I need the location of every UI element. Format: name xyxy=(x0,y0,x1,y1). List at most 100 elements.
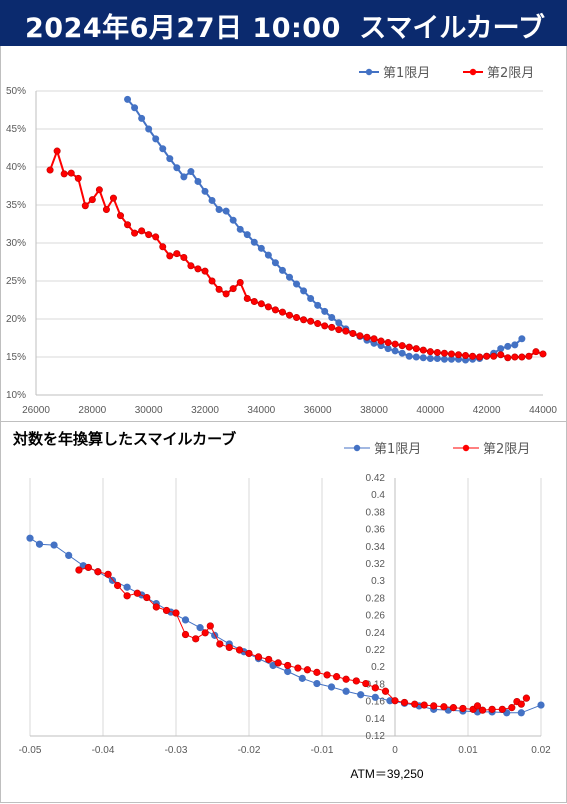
data-point xyxy=(143,593,151,602)
data-point xyxy=(440,703,448,711)
data-point xyxy=(117,212,125,220)
data-point xyxy=(342,675,350,683)
data-point xyxy=(363,333,371,341)
data-point xyxy=(162,606,171,615)
data-point xyxy=(314,320,322,328)
data-point xyxy=(433,348,441,356)
data-point xyxy=(285,311,293,319)
x-tick-label: 44000 xyxy=(529,405,557,416)
y-tick-label: 0.16 xyxy=(366,697,386,708)
data-point xyxy=(412,353,420,361)
y-tick-label: 40% xyxy=(6,162,26,173)
x-tick-label: -0.04 xyxy=(92,745,115,756)
y-tick-label: 45% xyxy=(6,124,26,135)
data-point xyxy=(377,337,385,345)
data-point xyxy=(400,698,409,707)
data-point xyxy=(225,643,233,652)
data-point xyxy=(518,353,526,361)
data-point xyxy=(194,265,202,273)
data-point xyxy=(285,273,293,281)
data-point xyxy=(328,313,336,321)
x-tick-label: 42000 xyxy=(473,405,501,416)
y-tick-label: 0.36 xyxy=(366,525,386,536)
y-tick-label: 0.24 xyxy=(366,628,386,639)
y-tick-label: 0.14 xyxy=(366,714,386,725)
x-tick-label: 34000 xyxy=(247,405,275,416)
data-point xyxy=(173,250,181,258)
data-point xyxy=(102,206,110,214)
data-point xyxy=(113,581,122,590)
data-point xyxy=(321,322,329,330)
data-point xyxy=(293,313,301,321)
data-point xyxy=(94,568,102,576)
data-point xyxy=(459,704,467,713)
data-point xyxy=(215,206,223,214)
data-point xyxy=(430,702,438,710)
data-point xyxy=(243,231,251,239)
data-point xyxy=(313,668,321,676)
data-point xyxy=(53,147,61,155)
data-point xyxy=(152,135,160,143)
y-tick-label: 35% xyxy=(6,200,26,211)
data-point xyxy=(333,673,341,681)
data-point xyxy=(131,229,139,237)
legend-label: 第2限月 xyxy=(487,66,534,81)
data-point xyxy=(26,534,34,542)
data-point xyxy=(133,589,141,597)
data-point xyxy=(447,350,455,358)
data-point xyxy=(420,701,428,709)
data-point xyxy=(124,221,132,229)
data-point xyxy=(208,277,216,285)
data-point xyxy=(245,649,253,658)
data-point xyxy=(342,687,350,695)
data-point xyxy=(384,345,392,353)
data-point xyxy=(264,303,272,311)
data-point xyxy=(180,253,188,261)
data-point xyxy=(349,329,357,337)
data-point xyxy=(328,323,336,331)
data-point xyxy=(476,353,484,361)
data-point xyxy=(166,155,174,163)
data-point xyxy=(84,563,92,572)
data-point xyxy=(229,285,237,293)
data-point xyxy=(419,354,427,362)
data-point xyxy=(391,340,399,348)
data-point xyxy=(384,339,392,347)
series-line xyxy=(78,566,527,711)
data-point xyxy=(145,231,153,239)
data-point xyxy=(180,173,188,181)
data-point xyxy=(172,609,180,617)
data-point xyxy=(264,251,272,259)
legend-label: 第1限月 xyxy=(383,66,430,81)
legend-marker xyxy=(353,444,361,452)
data-point xyxy=(298,674,306,682)
data-point xyxy=(236,279,244,287)
data-point xyxy=(352,677,360,685)
data-point xyxy=(208,196,216,204)
data-point xyxy=(278,308,286,316)
data-point xyxy=(265,655,273,664)
data-point xyxy=(469,352,477,360)
data-point xyxy=(490,352,498,360)
smile-curve-chart: 10% 15% 20% 25% 30% 35% 40% 45% 50% 26000 28000 300… xyxy=(6,66,557,416)
y-tick-label: 0.3 xyxy=(371,576,385,587)
data-point xyxy=(356,332,364,340)
data-point xyxy=(201,629,209,637)
data-point xyxy=(426,348,434,356)
data-point xyxy=(300,287,308,295)
data-point xyxy=(371,684,379,692)
y-tick-label: 0.28 xyxy=(366,593,386,604)
data-point xyxy=(381,687,390,695)
data-point xyxy=(321,307,329,315)
data-point xyxy=(196,624,204,632)
data-point xyxy=(504,342,512,350)
data-point xyxy=(88,196,96,204)
header-date: 2024年6月27日 10:00 xyxy=(25,13,341,44)
data-point xyxy=(488,705,496,713)
data-point xyxy=(293,280,301,288)
data-point xyxy=(236,225,244,233)
data-point xyxy=(222,207,230,215)
y-tick-label: 15% xyxy=(6,352,26,363)
data-point xyxy=(522,694,531,702)
data-point xyxy=(235,646,244,654)
